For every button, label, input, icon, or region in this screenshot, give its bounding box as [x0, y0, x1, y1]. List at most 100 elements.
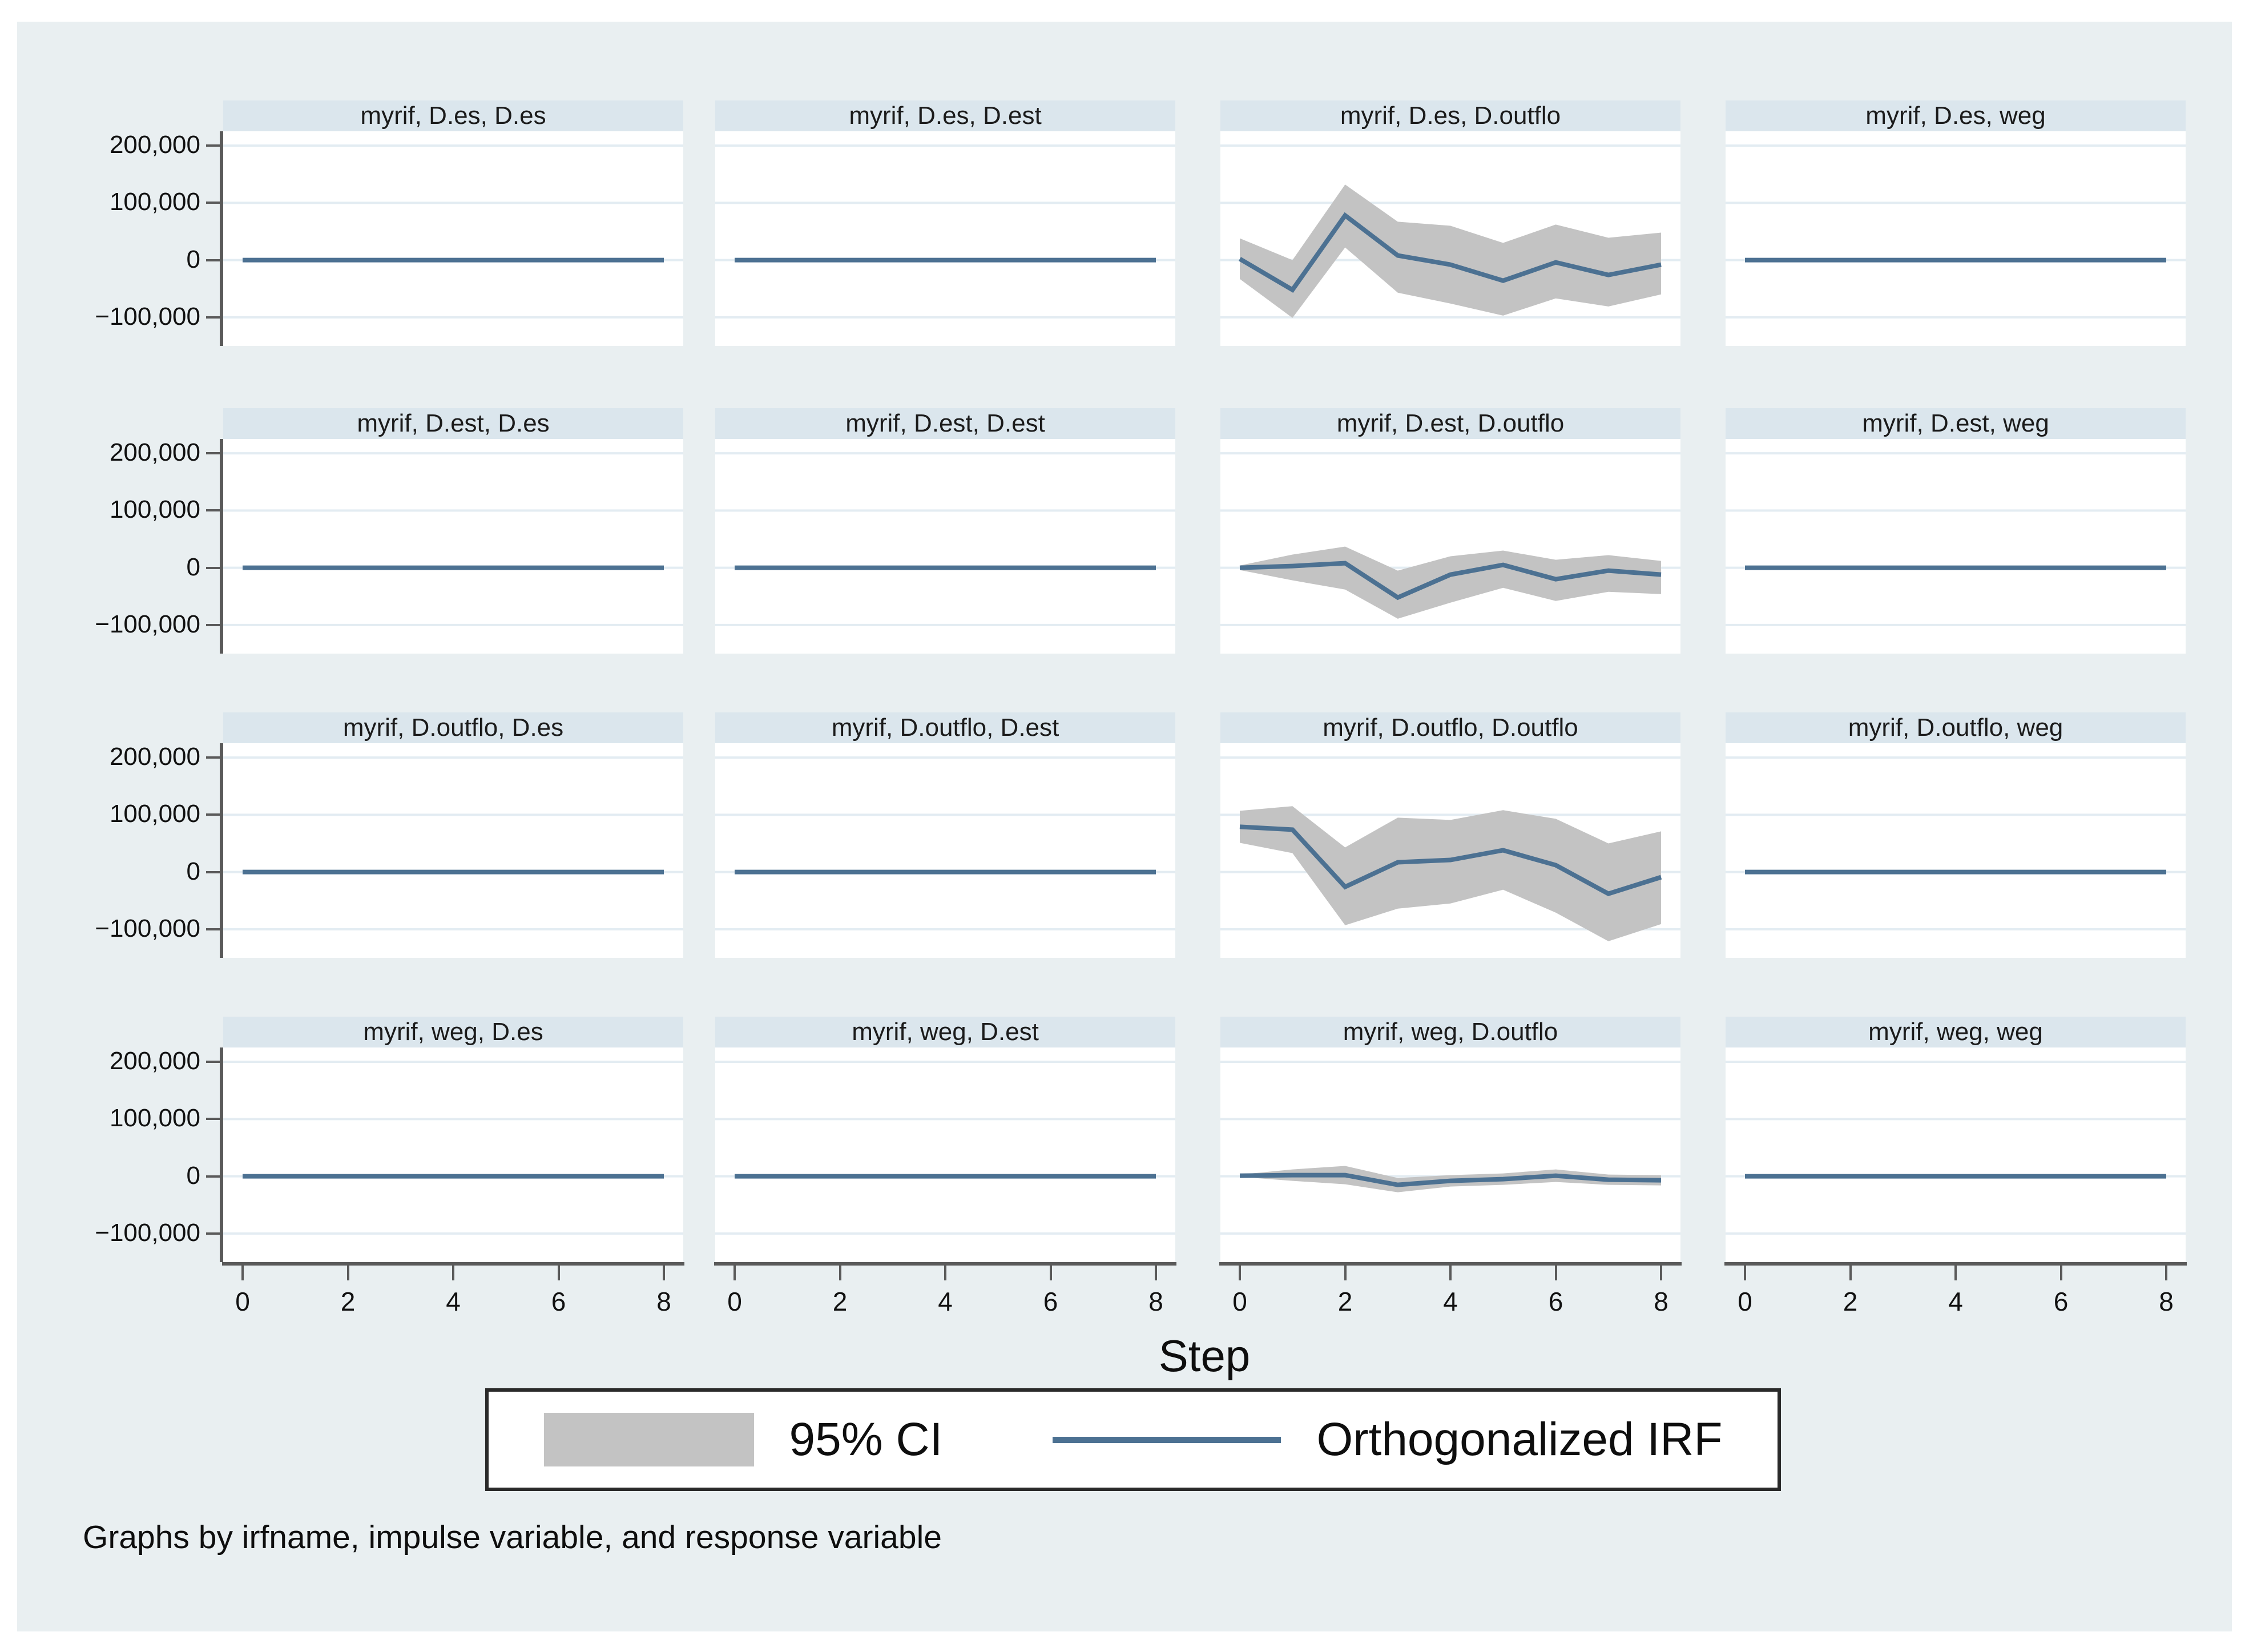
axis-tick — [1744, 1266, 1746, 1280]
panel-plot-area — [1726, 131, 2186, 346]
irf-panel: myrif, D.outflo, D.es — [223, 712, 683, 958]
x-tick-label: 0 — [727, 1287, 742, 1316]
y-tick-label: 0 — [186, 245, 200, 273]
axis-tick — [1239, 1266, 1241, 1280]
axis-tick — [206, 813, 220, 816]
panel-plot — [715, 144, 1175, 319]
panel-plot — [1726, 452, 2186, 626]
axis-tick — [206, 756, 220, 759]
irf-panel: myrif, D.es, D.outflo — [1220, 100, 1680, 346]
axis-tick — [206, 1061, 220, 1063]
panel-title: myrif, D.est, D.est — [715, 408, 1175, 439]
ci-band — [1240, 184, 1661, 318]
panel-plot — [1220, 452, 1680, 626]
panel-title: myrif, D.outflo, D.est — [715, 712, 1175, 743]
y-axis-line — [220, 743, 223, 958]
irf-panel: myrif, D.es, D.est — [715, 100, 1175, 346]
panel-plot-area — [1220, 439, 1680, 654]
x-tick-label: 8 — [2159, 1287, 2174, 1316]
y-axis-line — [220, 131, 223, 346]
panel-plot-area — [1726, 743, 2186, 958]
axis-tick — [206, 316, 220, 319]
y-tick-label: 200,000 — [109, 438, 200, 467]
irf-panel: myrif, D.est, D.es — [223, 408, 683, 654]
axis-tick — [1344, 1266, 1347, 1280]
axis-tick — [1849, 1266, 1852, 1280]
x-tick-label: 2 — [832, 1287, 848, 1316]
panel-title: myrif, D.est, weg — [1726, 408, 2186, 439]
x-axis-line — [222, 1262, 684, 1266]
irf-line — [1239, 824, 1662, 897]
ci-band — [1240, 806, 1661, 941]
irf-panel: myrif, weg, D.outflo — [1220, 1017, 1680, 1262]
panel-title: myrif, D.es, weg — [1726, 100, 2186, 131]
panel-plot-area — [715, 439, 1175, 654]
axis-tick — [206, 1175, 220, 1178]
axis-tick — [2165, 1266, 2167, 1280]
irf-panel: myrif, D.outflo, D.est — [715, 712, 1175, 958]
panel-plot-area — [1220, 743, 1680, 958]
panel-plot-area — [715, 743, 1175, 958]
irf-figure: myrif, D.es, D.es myrif, D.es, D.est myrif… — [17, 22, 2232, 1631]
axis-tick — [2059, 1266, 2062, 1280]
panel-title: myrif, weg, D.es — [223, 1017, 683, 1047]
panel-plot-area — [1726, 1047, 2186, 1262]
panel-plot-area — [223, 743, 683, 958]
ci-band-swatch — [543, 1413, 754, 1466]
irf-panel: myrif, D.est, weg — [1726, 408, 2186, 654]
axis-tick — [241, 1266, 244, 1280]
irf-panel: myrif, D.est, D.outflo — [1220, 408, 1680, 654]
panel-plot-area — [223, 439, 683, 654]
irf-line — [1238, 212, 1662, 293]
panel-plot — [1220, 1061, 1680, 1235]
axis-tick — [346, 1266, 349, 1280]
irf-panel: myrif, D.outflo, weg — [1726, 712, 2186, 958]
irf-panel: myrif, D.es, D.es — [223, 100, 683, 346]
axis-tick — [1660, 1266, 1662, 1280]
x-tick-label: 0 — [1738, 1287, 1752, 1316]
panel-plot — [715, 756, 1175, 930]
ci-band — [1240, 546, 1661, 619]
panel-plot — [1726, 144, 2186, 319]
panel-title: myrif, D.es, D.es — [223, 100, 683, 131]
panel-title: myrif, D.outflo, D.es — [223, 712, 683, 743]
y-tick-label: 200,000 — [109, 1047, 200, 1075]
x-tick-label: 8 — [656, 1287, 671, 1316]
irf-panel: myrif, D.outflo, D.outflo — [1220, 712, 1680, 958]
axis-tick — [1554, 1266, 1557, 1280]
y-axis-line — [220, 1047, 223, 1262]
x-tick-label: 2 — [1843, 1287, 1858, 1316]
irf-line — [1239, 1172, 1662, 1187]
irf-line-swatch — [1053, 1436, 1281, 1443]
y-tick-label: −100,000 — [95, 610, 200, 638]
irf-panel: myrif, D.es, weg — [1726, 100, 2186, 346]
axis-tick — [1049, 1266, 1052, 1280]
panel-plot — [1726, 756, 2186, 930]
axis-tick — [206, 144, 220, 147]
y-tick-label: −100,000 — [95, 302, 200, 331]
panel-plot-area — [223, 1047, 683, 1262]
panel-plot-area — [715, 131, 1175, 346]
panel-title: myrif, weg, D.outflo — [1220, 1017, 1680, 1047]
axis-tick — [206, 259, 220, 261]
irf-panel: myrif, weg, D.est — [715, 1017, 1175, 1262]
panel-plot — [223, 1061, 683, 1235]
panel-plot — [1726, 1061, 2186, 1235]
x-tick-label: 8 — [1148, 1287, 1163, 1316]
panel-title: myrif, D.es, D.est — [715, 100, 1175, 131]
axis-tick — [663, 1266, 665, 1280]
panel-title: myrif, D.est, D.es — [223, 408, 683, 439]
axis-tick — [733, 1266, 736, 1280]
axis-tick — [206, 928, 220, 930]
axis-tick — [1449, 1266, 1452, 1280]
x-tick-label: 4 — [1948, 1287, 1963, 1316]
irf-panel: myrif, weg, weg — [1726, 1017, 2186, 1262]
panel-plot-area — [1220, 131, 1680, 346]
axis-tick — [206, 566, 220, 569]
irf-panel: myrif, D.est, D.est — [715, 408, 1175, 654]
axis-tick — [1954, 1266, 1957, 1280]
panel-plot — [1220, 144, 1680, 319]
axis-tick — [206, 871, 220, 873]
x-axis-line — [1724, 1262, 2187, 1266]
panel-plot — [223, 144, 683, 319]
